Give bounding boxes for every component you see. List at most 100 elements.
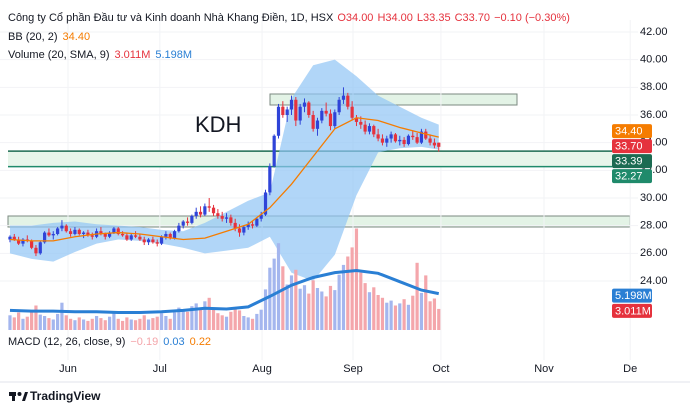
- volume-bar: [298, 288, 302, 330]
- candle-body: [393, 134, 398, 142]
- volume-bar: [155, 316, 159, 330]
- candle-body: [263, 192, 268, 215]
- volume-bar: [250, 318, 255, 330]
- volume-bar: [259, 309, 263, 330]
- volume-bar: [151, 318, 155, 330]
- volume-bar: [385, 302, 389, 330]
- volume-bar: [320, 291, 324, 330]
- volume-bar: [337, 274, 341, 330]
- volume-bar: [120, 320, 125, 330]
- candle-body: [354, 117, 359, 122]
- candle-body: [424, 131, 428, 139]
- candle-body: [138, 236, 142, 240]
- candle-body: [112, 228, 116, 233]
- legend-macd: MACD (12, 26, close, 9) −0.19 0.03 0.22: [8, 336, 211, 348]
- candle-body: [194, 211, 198, 216]
- candle-body: [198, 211, 203, 215]
- legend-volume: Volume (20, SMA, 9) 3.011M 5.198M: [8, 49, 192, 61]
- volume-bar: [168, 318, 172, 330]
- volume-bar: [73, 320, 77, 330]
- volume-bar: [359, 272, 363, 330]
- volume-bar: [90, 318, 94, 330]
- quote-change: −0.10 (−0.30%): [494, 12, 570, 24]
- volume-bar: [38, 314, 42, 330]
- volume-bar: [333, 290, 337, 330]
- candle-body: [432, 142, 437, 146]
- brand-logo: [9, 392, 28, 401]
- x-tick-label: Nov: [534, 363, 554, 375]
- volume-bar: [419, 292, 424, 330]
- candle-body: [190, 215, 194, 223]
- candle-body: [289, 99, 294, 110]
- volume-bar: [255, 313, 259, 330]
- volume-bar: [172, 312, 177, 330]
- volume-bar: [60, 302, 64, 330]
- y-tick-label: 28.00: [640, 220, 668, 232]
- volume-bar: [103, 320, 107, 330]
- candle-body: [120, 233, 125, 236]
- volume-bar: [237, 310, 242, 330]
- volume-bar: [389, 300, 393, 330]
- candle-body: [281, 106, 285, 115]
- volume-bar: [125, 317, 129, 330]
- volume-bar: [393, 305, 398, 330]
- x-tick-label: De: [623, 363, 637, 375]
- logo-shape: [22, 392, 28, 401]
- volume-bar: [289, 275, 294, 330]
- legend-bb: BB (20, 2) 34.40: [8, 31, 90, 43]
- x-tick-label: Oct: [432, 363, 449, 375]
- volume-bar: [164, 316, 168, 330]
- candle-body: [380, 138, 385, 143]
- candle-body: [376, 134, 380, 139]
- volume-bar: [307, 293, 311, 330]
- candle-body: [255, 218, 259, 226]
- candle-body: [367, 126, 372, 132]
- candle-body: [211, 207, 216, 214]
- volume-bar: [285, 284, 289, 330]
- candle-body: [86, 232, 90, 236]
- candle-body: [103, 233, 107, 237]
- candle-body: [328, 113, 333, 127]
- volume-bar: [367, 292, 372, 330]
- quote-low: L33.35: [417, 12, 451, 24]
- candle-body: [398, 139, 402, 142]
- brand: TradingView: [30, 389, 101, 403]
- candle-body: [363, 124, 367, 132]
- price-tag: [612, 139, 652, 154]
- volume-bar: [315, 288, 320, 330]
- volume-bar: [21, 318, 25, 330]
- candle-body: [224, 217, 229, 219]
- volume-bar: [216, 313, 220, 330]
- price-tag: [612, 154, 652, 169]
- y-tick-label: 30.00: [640, 192, 668, 204]
- volume-bar: [146, 319, 151, 330]
- candle-body: [107, 232, 112, 237]
- volume-bar: [69, 318, 73, 330]
- candle-body: [177, 225, 181, 232]
- y-tick-label: 42.00: [640, 26, 668, 38]
- candle-body: [133, 235, 138, 237]
- candle-body: [341, 95, 346, 100]
- price-tag-label: 3.011M: [615, 305, 651, 317]
- volume-bar: [341, 264, 346, 330]
- candle-body: [146, 239, 151, 243]
- volume-bar: [56, 313, 60, 330]
- x-tick-label: Jun: [59, 363, 77, 375]
- candle-body: [81, 232, 86, 234]
- volume-bar: [376, 295, 380, 330]
- candle-body: [17, 239, 21, 244]
- candle-body: [302, 102, 307, 107]
- candle-body: [43, 232, 47, 243]
- y-tick-label: 36.00: [640, 109, 668, 121]
- candle-body: [259, 214, 263, 219]
- quote-high: H34.00: [377, 12, 412, 24]
- candle-body: [185, 221, 190, 223]
- volume-bar: [398, 303, 402, 330]
- candle-body: [56, 228, 60, 234]
- candle-body: [250, 224, 255, 226]
- price-tag-label: 33.39: [615, 156, 643, 168]
- candle-body: [38, 242, 42, 254]
- candle-body: [8, 236, 12, 240]
- volume-bar: [94, 316, 99, 330]
